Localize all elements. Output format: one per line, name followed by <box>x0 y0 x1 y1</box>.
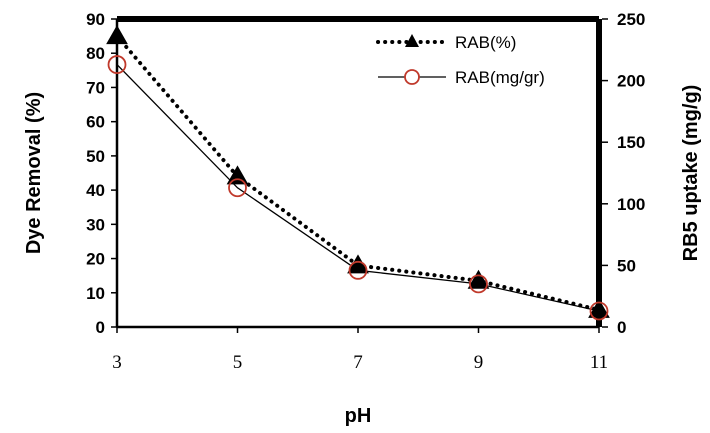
series-1-point <box>226 165 249 185</box>
series-2-point <box>589 301 609 321</box>
left-tick-label: 60 <box>86 113 105 132</box>
left-tick-label: 70 <box>86 78 105 97</box>
series-2-point <box>469 274 488 294</box>
left-tick-label: 90 <box>86 10 105 29</box>
x-tick-label: 5 <box>233 352 243 373</box>
right-tick-label: 250 <box>617 10 645 29</box>
x-axis-title: pH <box>345 405 372 427</box>
axis-labels: Dye Removal (%) RB5 uptake (mg/g) pH <box>23 85 702 427</box>
right-tick-label: 50 <box>617 256 636 275</box>
right-tick-label: 150 <box>617 133 645 152</box>
series-line-2 <box>116 64 600 312</box>
legend: RAB(%) RAB(mg/gr) <box>376 33 545 87</box>
left-tick-label: 30 <box>86 215 105 234</box>
left-tick-label: 50 <box>86 147 105 166</box>
x-tick-label: 11 <box>590 352 608 373</box>
series-2-point <box>348 260 368 280</box>
series-layer <box>106 25 610 321</box>
legend-label-1: RAB(%) <box>455 33 516 52</box>
left-tick-label: 80 <box>86 44 105 63</box>
series-2-point <box>228 178 247 198</box>
series-1-point <box>588 298 610 318</box>
right-tick-label: 100 <box>617 195 645 214</box>
legend-marker-2 <box>404 69 420 85</box>
series-2-point <box>107 55 127 74</box>
legend-label-2: RAB(mg/gr) <box>455 68 545 87</box>
right-tick-label: 200 <box>617 72 645 91</box>
left-tick-label: 40 <box>86 181 105 200</box>
left-tick-label: 10 <box>86 284 105 303</box>
right-axis-title: RB5 uptake (mg/g) <box>680 85 702 262</box>
left-tick-label: 20 <box>86 250 105 269</box>
left-axis-title: Dye Removal (%) <box>23 92 45 254</box>
x-tick-label: 9 <box>474 352 484 373</box>
axes: 0 10 20 30 40 50 60 70 80 90 0 50 100 150 200 250 3 5 7 9 11 <box>86 10 645 373</box>
left-tick-label: 0 <box>96 318 105 337</box>
legend-marker-1 <box>405 34 419 47</box>
series-1-point <box>106 25 128 45</box>
right-tick-label: 0 <box>617 318 626 337</box>
x-tick-label: 3 <box>112 352 122 373</box>
x-tick-label: 7 <box>353 352 363 373</box>
